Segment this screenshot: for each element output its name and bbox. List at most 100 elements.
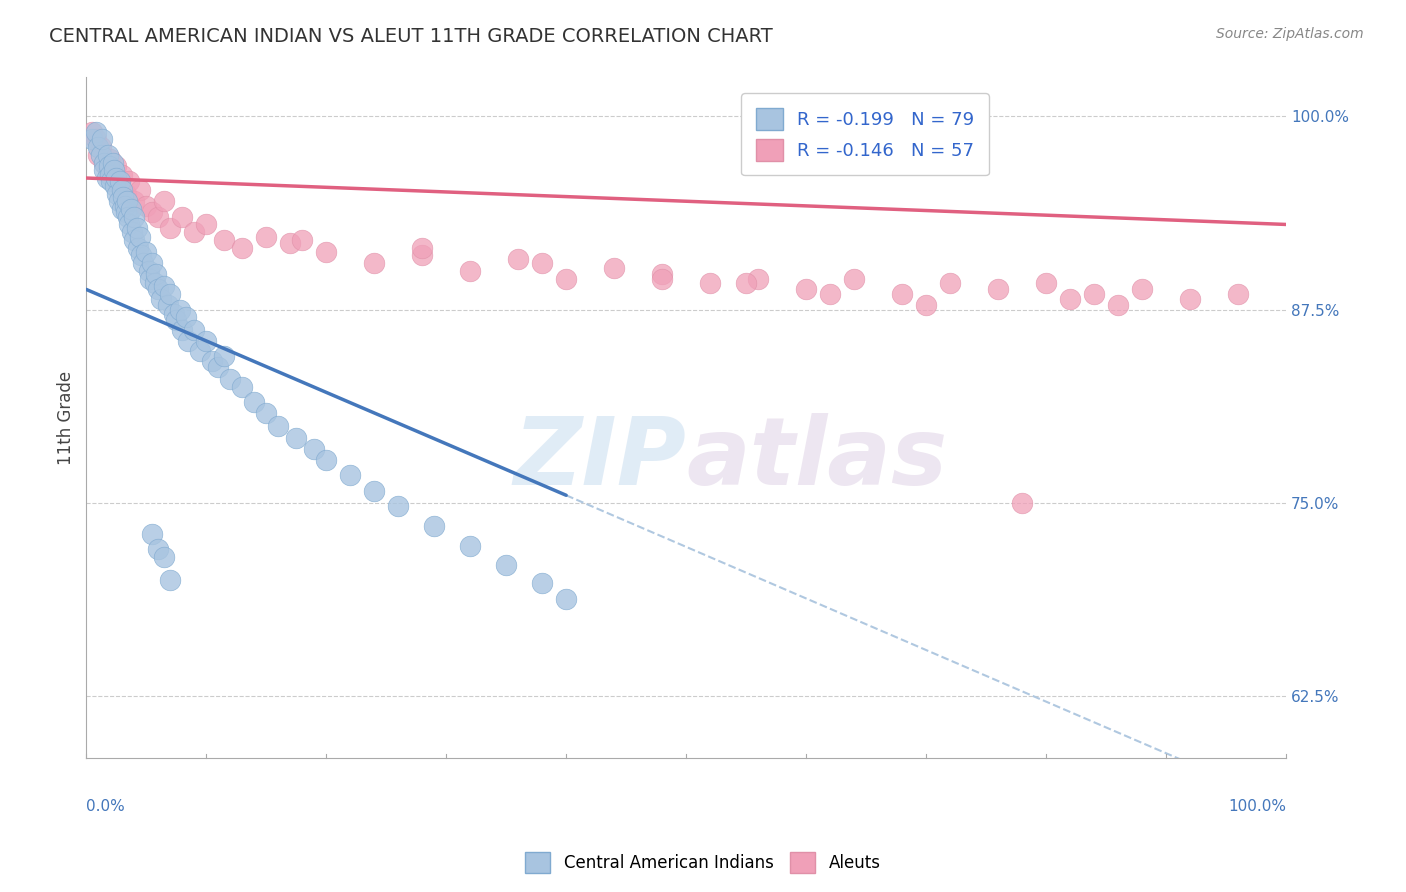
Point <box>188 344 211 359</box>
Point <box>159 574 181 588</box>
Text: 100.0%: 100.0% <box>1227 799 1286 814</box>
Point <box>97 148 120 162</box>
Point <box>108 174 131 188</box>
Point <box>148 542 170 557</box>
Point <box>125 220 148 235</box>
Point <box>1107 298 1129 312</box>
Point <box>149 292 172 306</box>
Point <box>207 359 229 374</box>
Point <box>267 418 290 433</box>
Point <box>127 241 149 255</box>
Point <box>107 186 129 201</box>
Point <box>172 323 194 337</box>
Point <box>90 148 112 162</box>
Point <box>159 287 181 301</box>
Point <box>135 199 157 213</box>
Point <box>201 353 224 368</box>
Point <box>169 302 191 317</box>
Text: atlas: atlas <box>686 413 948 505</box>
Point <box>115 186 138 201</box>
Point <box>212 233 235 247</box>
Point <box>1130 282 1153 296</box>
Point <box>115 194 138 209</box>
Point <box>1226 287 1249 301</box>
Point <box>458 264 481 278</box>
Point <box>231 241 253 255</box>
Y-axis label: 11th Grade: 11th Grade <box>58 371 75 465</box>
Point <box>101 171 124 186</box>
Point <box>98 159 121 173</box>
Point <box>939 277 962 291</box>
Point <box>177 334 200 348</box>
Point <box>231 380 253 394</box>
Point <box>315 245 337 260</box>
Point <box>212 349 235 363</box>
Point <box>143 277 166 291</box>
Point <box>135 245 157 260</box>
Point <box>131 256 153 270</box>
Point <box>118 174 141 188</box>
Point <box>145 267 167 281</box>
Point <box>141 205 163 219</box>
Point <box>818 287 841 301</box>
Point <box>531 256 554 270</box>
Point <box>153 194 176 209</box>
Point <box>82 125 104 139</box>
Point <box>153 550 176 565</box>
Point <box>291 233 314 247</box>
Point <box>891 287 914 301</box>
Point <box>141 256 163 270</box>
Point <box>105 159 128 173</box>
Point <box>129 230 152 244</box>
Point <box>124 210 146 224</box>
Point <box>117 210 139 224</box>
Point <box>100 174 122 188</box>
Point <box>131 248 153 262</box>
Text: CENTRAL AMERICAN INDIAN VS ALEUT 11TH GRADE CORRELATION CHART: CENTRAL AMERICAN INDIAN VS ALEUT 11TH GR… <box>49 27 773 45</box>
Point <box>98 168 121 182</box>
Text: 0.0%: 0.0% <box>86 799 125 814</box>
Point <box>148 210 170 224</box>
Point <box>111 183 134 197</box>
Point <box>699 277 721 291</box>
Point <box>555 271 578 285</box>
Legend: Central American Indians, Aleuts: Central American Indians, Aleuts <box>519 846 887 880</box>
Point <box>139 271 162 285</box>
Point <box>423 519 446 533</box>
Point <box>1059 292 1081 306</box>
Point <box>124 194 146 209</box>
Point <box>118 218 141 232</box>
Point <box>105 171 128 186</box>
Point <box>183 225 205 239</box>
Point <box>104 178 127 193</box>
Point <box>508 252 530 266</box>
Point <box>195 334 218 348</box>
Point <box>114 199 136 213</box>
Point <box>387 499 409 513</box>
Point <box>915 298 938 312</box>
Point <box>747 271 769 285</box>
Point <box>243 395 266 409</box>
Point <box>121 225 143 239</box>
Text: ZIP: ZIP <box>513 413 686 505</box>
Point <box>165 313 187 327</box>
Point <box>254 406 277 420</box>
Point <box>458 539 481 553</box>
Point <box>141 527 163 541</box>
Point <box>842 271 865 285</box>
Point <box>115 205 138 219</box>
Point <box>254 230 277 244</box>
Point <box>148 282 170 296</box>
Point <box>87 140 110 154</box>
Point <box>302 442 325 456</box>
Point <box>96 171 118 186</box>
Point <box>93 155 115 169</box>
Point <box>107 194 129 209</box>
Point <box>159 220 181 235</box>
Point <box>93 163 115 178</box>
Point <box>124 233 146 247</box>
Point <box>90 132 112 146</box>
Point <box>156 298 179 312</box>
Point <box>112 189 135 203</box>
Point <box>339 468 361 483</box>
